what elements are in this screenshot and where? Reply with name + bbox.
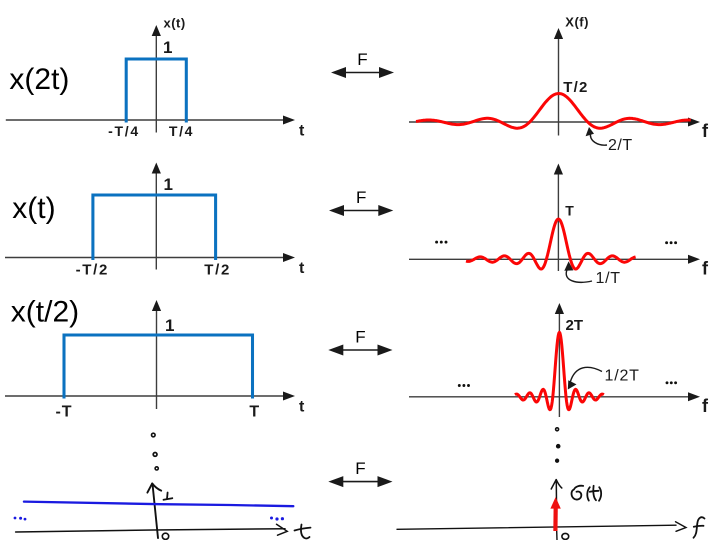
svg-text:F: F — [356, 188, 366, 207]
svg-text:x(t): x(t) — [12, 192, 55, 225]
svg-text:f: f — [702, 121, 709, 141]
svg-text:t: t — [299, 260, 305, 277]
svg-text:t: t — [299, 399, 305, 416]
svg-text:-T/2: -T/2 — [76, 262, 109, 279]
svg-text:1/T: 1/T — [596, 270, 621, 287]
svg-text:f: f — [702, 396, 709, 416]
svg-text:f: f — [702, 258, 709, 278]
svg-text:2T: 2T — [566, 317, 584, 334]
svg-text:T: T — [249, 404, 259, 421]
svg-text:F: F — [355, 328, 365, 347]
svg-text:1/2T: 1/2T — [605, 368, 640, 385]
svg-text:x(t): x(t) — [164, 15, 186, 30]
svg-text:T/2: T/2 — [204, 262, 231, 279]
svg-text:t: t — [299, 123, 305, 140]
svg-text:F: F — [355, 459, 365, 478]
svg-text:T/2: T/2 — [563, 79, 588, 96]
svg-text:-T/4: -T/4 — [108, 123, 140, 139]
svg-text:X(f): X(f) — [565, 15, 589, 30]
svg-text:1: 1 — [163, 38, 172, 57]
svg-text:T: T — [565, 203, 574, 219]
svg-text:2/T: 2/T — [608, 137, 633, 154]
svg-text:-T: -T — [55, 404, 72, 421]
svg-text:F: F — [357, 50, 367, 69]
svg-text:x(2t): x(2t) — [9, 63, 69, 96]
svg-text:1: 1 — [164, 175, 173, 194]
svg-text:x(t/2): x(t/2) — [11, 296, 79, 329]
svg-text:T/4: T/4 — [169, 123, 194, 139]
svg-text:1: 1 — [165, 316, 174, 335]
